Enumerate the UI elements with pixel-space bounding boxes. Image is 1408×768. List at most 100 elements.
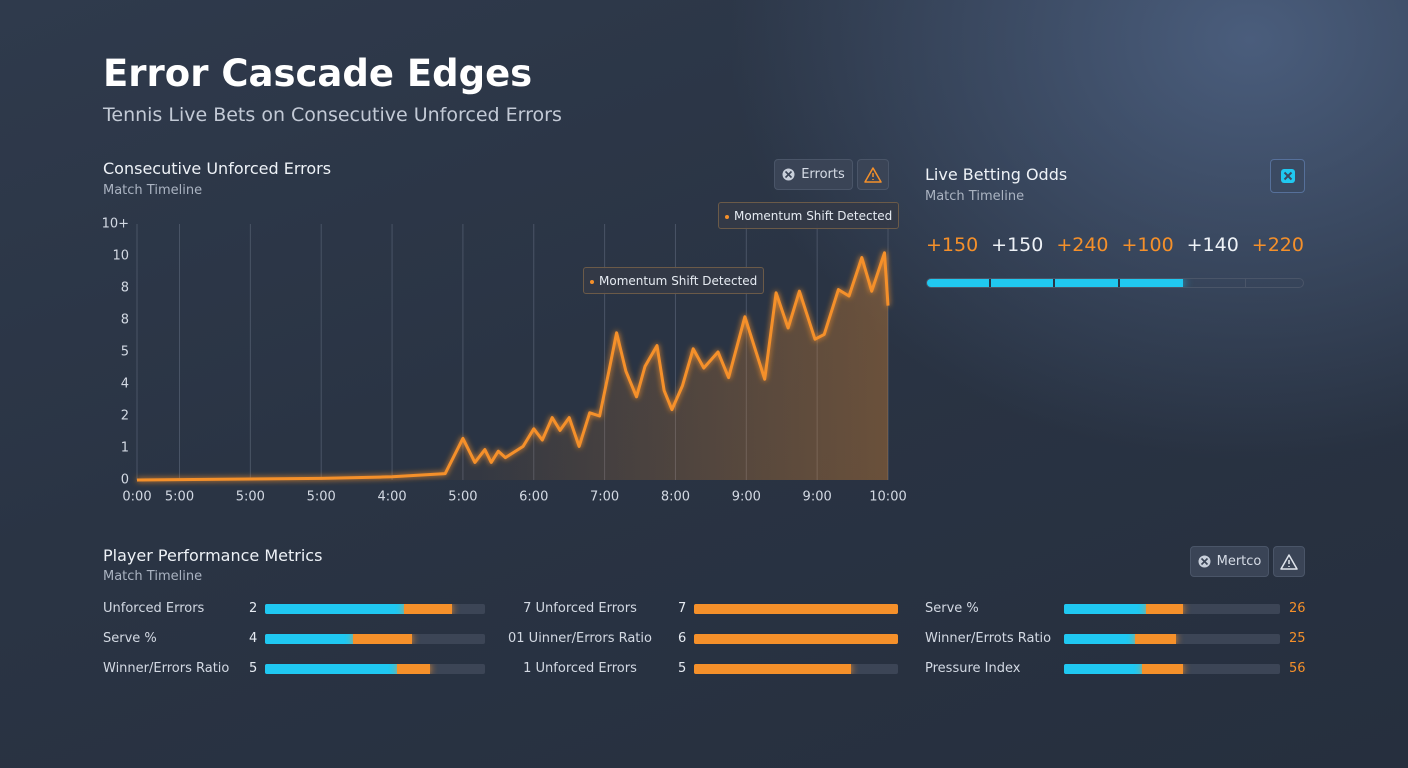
y-tick-label: 10+ xyxy=(102,217,129,232)
metric-label: 01 Uinner/Errors Ratio xyxy=(508,631,652,646)
divider xyxy=(1053,279,1055,287)
warning-button[interactable] xyxy=(1273,546,1305,577)
odds-value: +150 xyxy=(926,234,979,256)
metric-bar-orange xyxy=(694,634,898,644)
warning-icon xyxy=(1280,553,1298,570)
button-label: Errorts xyxy=(801,167,845,182)
y-tick-label: 0 xyxy=(121,473,129,488)
metric-label: Winner/Errots Ratio xyxy=(925,631,1052,646)
odds-list: +150 +150 +240 +100 +140 +220 xyxy=(926,234,1304,256)
chart-subtitle: Match Timeline xyxy=(103,183,203,198)
x-tick-label: 9:00 xyxy=(732,490,761,505)
x-tick-label: 10:00 xyxy=(869,490,906,505)
odds-value: +100 xyxy=(1121,234,1174,256)
x-tick-label: 5:00 xyxy=(165,490,194,505)
metric-value: 2 xyxy=(249,601,258,616)
x-tick-label: 7:00 xyxy=(590,490,619,505)
annotation: Momentum Shift Detected xyxy=(718,202,900,229)
metric-track xyxy=(265,604,485,614)
metric-label: 7 Unforced Errors xyxy=(523,601,637,616)
metrics-subtitle: Match Timeline xyxy=(103,569,203,584)
metric-label: Serve % xyxy=(103,631,157,646)
metric-value: 56 xyxy=(1289,661,1306,676)
warning-icon xyxy=(864,166,882,183)
button-icon xyxy=(782,168,795,181)
metric-track xyxy=(694,664,898,674)
metric-label: Serve % xyxy=(925,601,979,616)
line-chart: 0 1 2 4 5 8 8 10 10+ 0:00 5:00 5:00 5:00 4:00 5:00 6:00… xyxy=(102,217,907,505)
metric-track xyxy=(1064,664,1280,674)
odds-progress-track xyxy=(926,278,1304,288)
divider xyxy=(1118,279,1120,287)
x-tick-label: 0:00 xyxy=(122,490,151,505)
metric-label: Winner/Errors Ratio xyxy=(103,661,230,676)
metric-track xyxy=(1064,634,1280,644)
metric-bar-cyan xyxy=(1064,634,1136,644)
divider xyxy=(1245,279,1246,287)
metric-bar-orange xyxy=(1135,634,1177,644)
odds-value: +140 xyxy=(1186,234,1239,256)
metric-value: 25 xyxy=(1289,631,1306,646)
x-tick-label: 6:00 xyxy=(519,490,548,505)
metric-bar-cyan xyxy=(1064,604,1147,614)
y-tick-label: 4 xyxy=(121,377,129,392)
metric-track xyxy=(265,664,485,674)
y-tick-label: 5 xyxy=(121,345,129,360)
odds-subtitle: Match Timeline xyxy=(925,189,1025,204)
odds-title: Live Betting Odds xyxy=(925,165,1068,184)
metric-bar-cyan xyxy=(265,604,404,614)
y-tick-label: 1 xyxy=(121,441,129,456)
button-label: Mertco xyxy=(1216,554,1262,569)
x-tick-label: 5:00 xyxy=(307,490,336,505)
metric-track xyxy=(694,634,898,644)
metric-label: 1 Unforced Errors xyxy=(523,661,637,676)
y-tick-label: 8 xyxy=(121,313,129,328)
metrics-title: Player Performance Metrics xyxy=(103,546,323,565)
page-subtitle: Tennis Live Bets on Consecutive Unforced… xyxy=(103,104,562,126)
line xyxy=(136,251,890,482)
metric-value: 6 xyxy=(678,631,687,646)
chart-title: Consecutive Unforced Errors xyxy=(103,159,332,178)
metric-value: 7 xyxy=(678,601,687,616)
metric-bar-cyan xyxy=(1064,664,1142,674)
metric-bar-orange xyxy=(397,664,430,674)
x-tick-label: 9:00 xyxy=(803,490,832,505)
x-tick-label: 5:00 xyxy=(236,490,265,505)
odds-value: +220 xyxy=(1251,234,1304,256)
metric-track xyxy=(1064,604,1280,614)
metric-bar-orange xyxy=(353,634,413,644)
metric-bar-orange xyxy=(403,604,452,614)
button-icon xyxy=(1198,555,1211,568)
page-title: Error Cascade Edges xyxy=(103,52,533,95)
button-icon xyxy=(1280,169,1295,183)
metric-track xyxy=(694,604,898,614)
y-tick-label: 2 xyxy=(121,409,129,424)
errors-button[interactable]: Errorts xyxy=(774,159,853,190)
metric-bar-orange xyxy=(1146,604,1183,614)
divider xyxy=(989,279,991,287)
odds-value: +150 xyxy=(991,234,1044,256)
metric-value: 26 xyxy=(1289,601,1306,616)
annotation: Momentum Shift Detected xyxy=(583,267,765,294)
x-tick-label: 4:00 xyxy=(377,490,406,505)
x-tick-label: 8:00 xyxy=(661,490,690,505)
metric-label: Unforced Errors xyxy=(103,601,205,616)
metric-value: 4 xyxy=(249,631,258,646)
x-tick-label: 5:00 xyxy=(448,490,477,505)
metric-bar-cyan xyxy=(265,634,353,644)
warning-button[interactable] xyxy=(857,159,889,190)
metric-value: 5 xyxy=(678,661,687,676)
metrics-button[interactable]: Mertco xyxy=(1190,546,1269,577)
metric-track xyxy=(265,634,485,644)
metric-bar-cyan xyxy=(265,664,397,674)
metric-bar-orange xyxy=(694,604,898,614)
metric-value: 5 xyxy=(249,661,258,676)
odds-value: +240 xyxy=(1056,234,1109,256)
metric-label: Pressure Index xyxy=(925,661,1021,676)
metric-bar-orange xyxy=(694,664,852,674)
y-tick-label: 8 xyxy=(121,281,129,296)
y-tick-label: 10 xyxy=(112,249,129,264)
line-area xyxy=(137,252,888,480)
odds-button[interactable] xyxy=(1270,159,1305,193)
